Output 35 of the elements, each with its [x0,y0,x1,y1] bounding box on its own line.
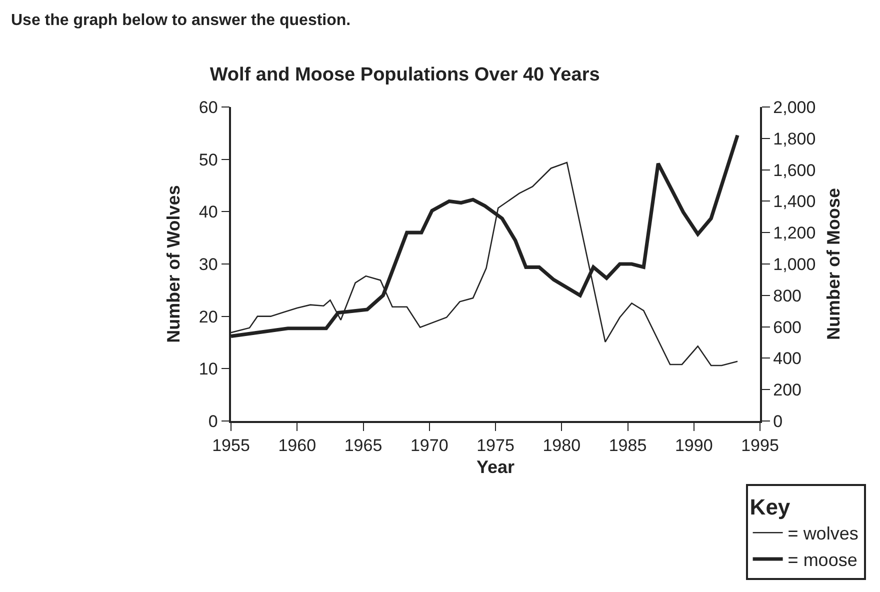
y2-tick-label: 1,200 [773,224,816,243]
x-axis-title: Year [476,456,515,477]
x-tick-label: 1965 [344,436,382,456]
y2-tick-label: 1,600 [773,160,816,180]
legend-label: = wolves [788,524,858,544]
legend-label: = moose [788,550,858,570]
y-tick-label: 20 [198,307,218,326]
x-tick-label: 1955 [212,436,250,456]
x-tick-label: 1995 [741,436,779,456]
x-tick-label: 1960 [278,436,316,456]
chart-title: Wolf and Moose Populations Over 40 Years [210,64,600,86]
y2-tick-label: 1,400 [773,192,816,212]
x-tick-label: 1980 [542,436,581,456]
y-axis-title: Number of Wolves [164,185,184,343]
x-tick-label: 1975 [476,436,514,456]
x-tick-label: 1990 [674,436,713,456]
y-tick-label: 50 [198,150,218,170]
legend-title: Key [750,494,791,520]
y-tick-label: 10 [198,360,218,379]
x-tick-label: 1985 [608,436,647,456]
y-tick-label: 40 [198,202,218,222]
y2-tick-label: 400 [773,349,802,368]
y2-tick-label: 1,000 [773,254,816,274]
text: Use the graph below to answer the question. [11,12,351,29]
y2-tick-label: 600 [773,318,802,337]
y2-tick-label: 2,000 [773,98,816,117]
y-tick-label: 60 [198,98,218,117]
y-tick-label: 30 [198,254,218,274]
y2-tick-label: 800 [773,286,802,306]
y-tick-label: 0 [208,412,218,431]
y2-tick-label: 1,800 [773,129,816,148]
y2-tick-label: 0 [773,412,783,431]
y2-tick-label: 200 [773,380,802,400]
y2-axis-title: Number of Moose [823,188,844,340]
x-tick-label: 1970 [410,436,448,456]
